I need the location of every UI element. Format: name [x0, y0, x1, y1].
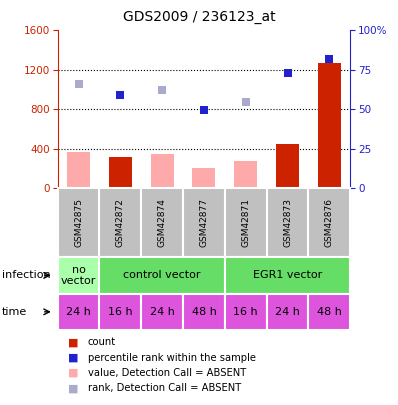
Bar: [58, 294, 100, 330]
Bar: [308, 188, 350, 257]
Text: GSM42875: GSM42875: [74, 198, 83, 247]
Text: ■: ■: [68, 353, 78, 362]
Bar: [141, 188, 183, 257]
Bar: [267, 294, 308, 330]
Text: control vector: control vector: [123, 271, 201, 280]
Bar: [100, 188, 141, 257]
Text: GSM42877: GSM42877: [199, 198, 209, 247]
Text: value, Detection Call = ABSENT: value, Detection Call = ABSENT: [88, 368, 246, 378]
Text: GSM42873: GSM42873: [283, 198, 292, 247]
Text: no
vector: no vector: [61, 264, 96, 286]
Bar: [267, 188, 308, 257]
Bar: [234, 161, 257, 188]
Text: 48 h: 48 h: [317, 307, 342, 317]
Bar: [225, 294, 267, 330]
Bar: [141, 294, 183, 330]
Bar: [58, 188, 100, 257]
Text: 16 h: 16 h: [108, 307, 133, 317]
Bar: [225, 188, 267, 257]
Text: time: time: [2, 307, 27, 317]
Bar: [318, 63, 341, 188]
Bar: [225, 257, 350, 294]
Text: GSM42876: GSM42876: [325, 198, 334, 247]
Text: 48 h: 48 h: [191, 307, 217, 317]
Bar: [100, 294, 141, 330]
Text: GDS2009 / 236123_at: GDS2009 / 236123_at: [123, 10, 275, 24]
Text: rank, Detection Call = ABSENT: rank, Detection Call = ABSENT: [88, 384, 241, 393]
Bar: [193, 168, 215, 188]
Text: GSM42874: GSM42874: [158, 198, 167, 247]
Bar: [151, 154, 174, 188]
Text: GSM42872: GSM42872: [116, 198, 125, 247]
Text: 24 h: 24 h: [66, 307, 91, 317]
Bar: [67, 152, 90, 188]
Text: infection: infection: [2, 271, 51, 280]
Text: percentile rank within the sample: percentile rank within the sample: [88, 353, 256, 362]
Bar: [308, 294, 350, 330]
Bar: [276, 144, 299, 188]
Bar: [183, 294, 225, 330]
Text: EGR1 vector: EGR1 vector: [253, 271, 322, 280]
Text: 24 h: 24 h: [275, 307, 300, 317]
Text: count: count: [88, 337, 116, 347]
Text: GSM42871: GSM42871: [241, 198, 250, 247]
Bar: [109, 157, 132, 188]
Text: ■: ■: [68, 384, 78, 393]
Text: ■: ■: [68, 337, 78, 347]
Bar: [100, 257, 225, 294]
Bar: [183, 188, 225, 257]
Text: ■: ■: [68, 368, 78, 378]
Text: 16 h: 16 h: [234, 307, 258, 317]
Text: 24 h: 24 h: [150, 307, 175, 317]
Bar: [58, 257, 100, 294]
